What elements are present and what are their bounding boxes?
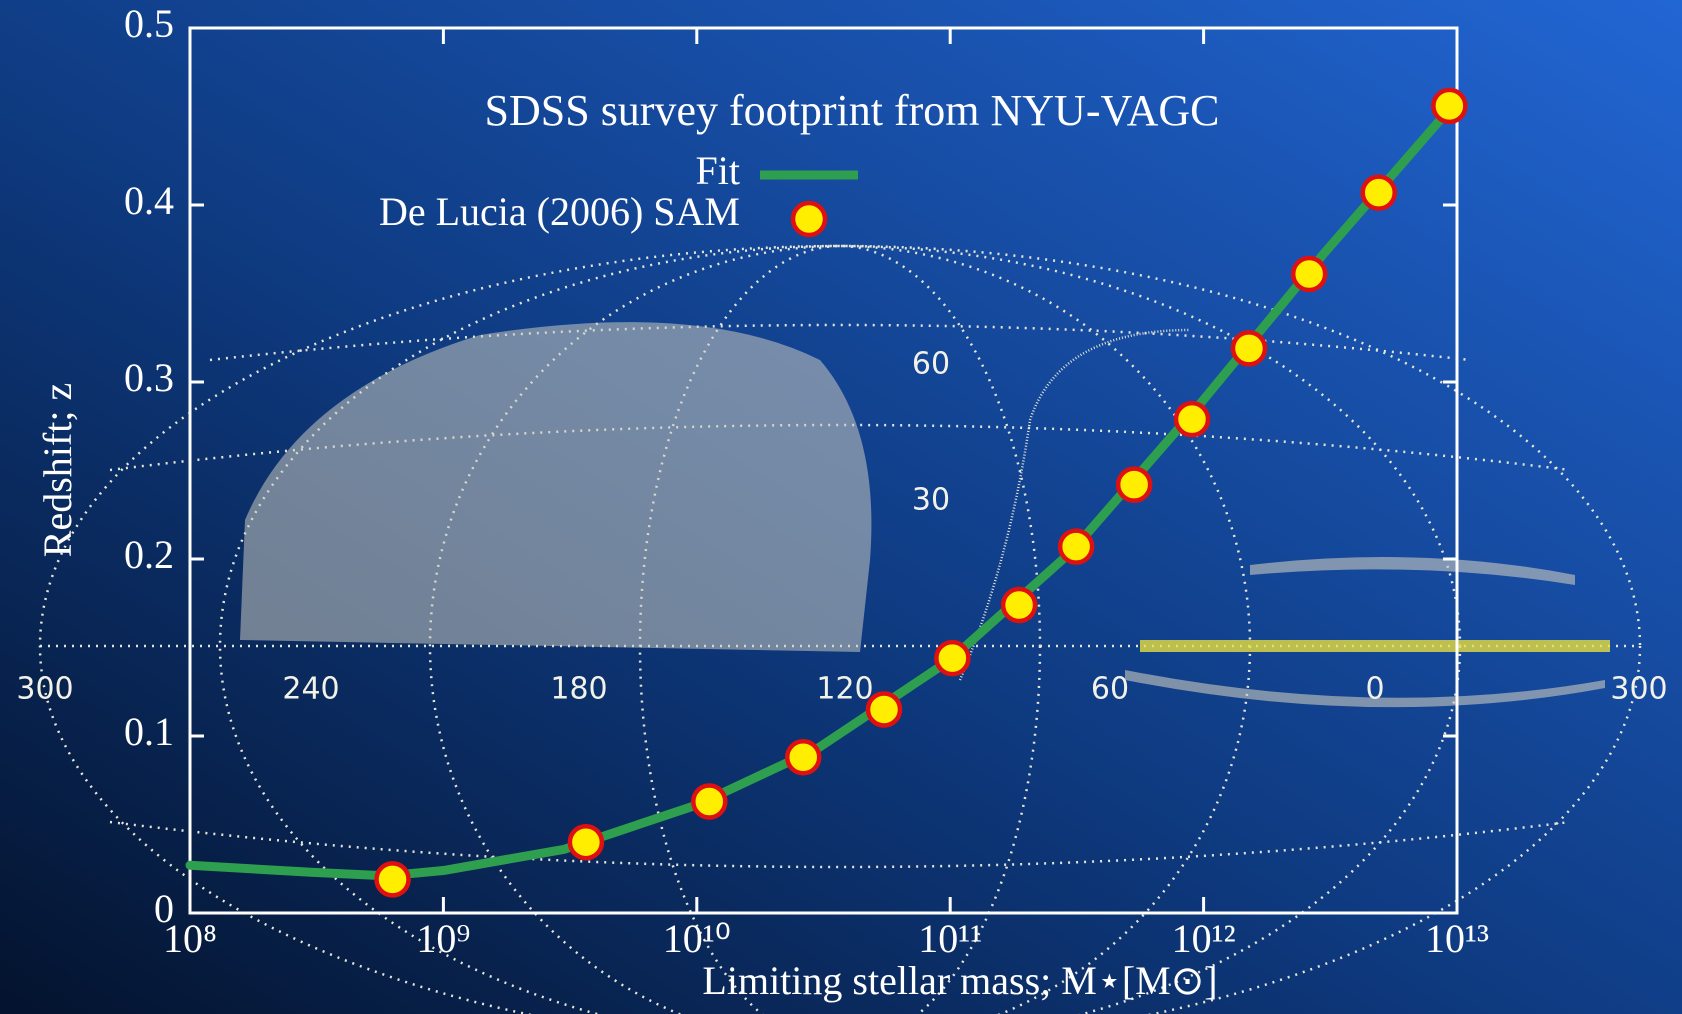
x-axis-label: Limiting stellar mass; M⋆[M⊙] [702,958,1217,1003]
sky-label: 240 [282,672,339,707]
sky-label: 300 [1610,672,1667,707]
y-tick-label: 0.3 [124,355,174,400]
sky-label: 300 [16,672,73,707]
chart-title: SDSS survey footprint from NYU-VAGC [485,86,1220,135]
sam-point [1293,258,1325,290]
sam-point [1003,589,1035,621]
y-axis-label: Redshift; z [35,383,80,557]
sam-point [868,693,900,725]
sam-point [570,826,602,858]
sam-point [377,863,409,895]
sky-label: 60 [1091,672,1129,707]
x-tick-label: 10¹² [1172,916,1236,961]
legend-marker [793,203,825,235]
sky-label: 0 [1365,672,1384,707]
sky-label: 120 [816,672,873,707]
sam-point [693,785,725,817]
sam-point [1176,403,1208,435]
y-tick-label: 0.5 [124,1,174,46]
x-tick-label: 10⁸ [163,916,217,961]
sky-label: 30 [912,483,950,518]
sam-point [936,642,968,674]
sam-point [1060,531,1092,563]
y-tick-label: 0.4 [124,178,174,223]
chart: 300 240 180 120 60 0 300 60 30 SDSS survey footp… [0,0,1682,1014]
sam-point [787,741,819,773]
sam-point [1363,177,1395,209]
y-tick-label: 0.1 [124,709,174,754]
sam-point [1233,332,1265,364]
x-tick-label: 10¹¹ [918,916,982,961]
x-tick-label: 10⁹ [416,916,470,961]
sky-label: 60 [912,347,950,382]
x-tick-label: 10¹⁰ [663,916,731,961]
sam-point [1433,90,1465,122]
sam-point [1118,469,1150,501]
legend-label: De Lucia (2006) SAM [379,189,740,234]
x-tick-label: 10¹³ [1425,916,1489,961]
y-tick-label: 0.2 [124,532,174,577]
legend-label: Fit [696,148,740,193]
sky-label: 180 [550,672,607,707]
